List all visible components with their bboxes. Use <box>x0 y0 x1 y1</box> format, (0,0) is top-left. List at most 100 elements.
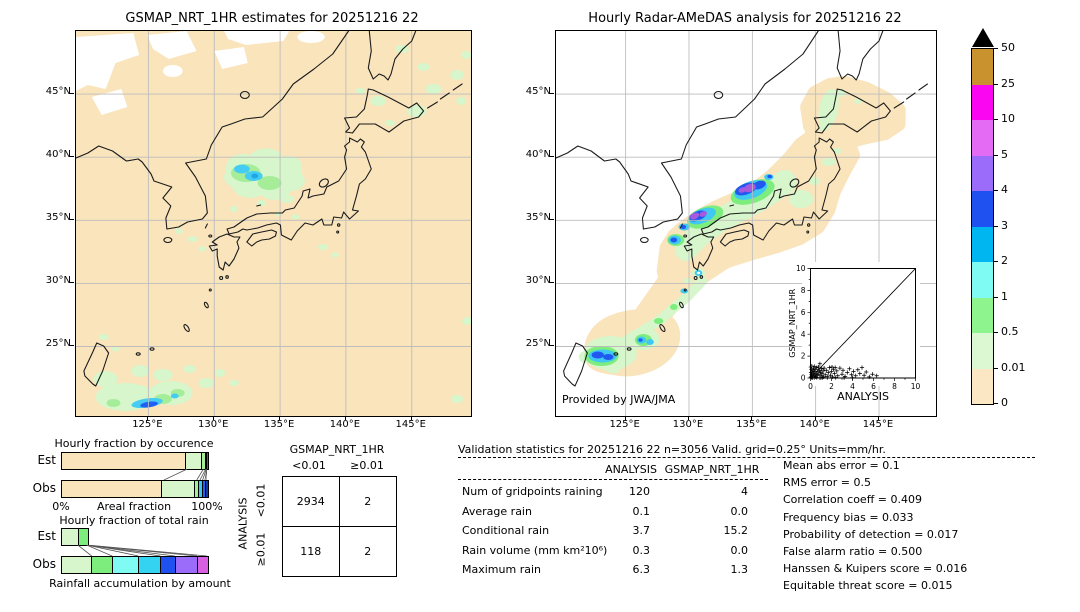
map-credit: Provided by JWA/JMA <box>562 393 676 406</box>
stats-row-label: Num of gridpoints raining <box>462 485 603 498</box>
left-map-lon-label: 145°E <box>395 419 426 430</box>
bar-segment <box>62 529 79 545</box>
right-map-lon-tick <box>624 416 626 420</box>
contingency-col-title: GSMAP_NRT_1HR <box>289 443 385 456</box>
stats-row-analysis-value: 0.1 <box>632 504 651 518</box>
stats-row-gsmap-value: 0.0 <box>730 543 749 557</box>
occurrence-obs-bar <box>61 480 209 498</box>
stats-row-label: Rain volume (mm km²10⁶) <box>462 543 608 557</box>
bar-segment <box>206 453 208 469</box>
stats-table-row: Maximum rain 6.3 1.3 <box>458 563 770 579</box>
colorbar-tick <box>994 48 998 49</box>
inset-x-tick-label: 0 <box>808 382 813 391</box>
stats-col-analysis: ANALYSIS <box>605 463 657 476</box>
contingency-cell-01: 2 <box>339 477 396 527</box>
colorbar-tick <box>994 190 998 191</box>
right-map-precip-purple <box>690 183 756 220</box>
stats-row-gsmap-value: 0.0 <box>730 504 749 518</box>
occurrence-chart-title: Hourly fraction by occurence <box>54 437 214 450</box>
stats-header: Validation statistics for 20251216 22 n=… <box>458 443 886 456</box>
bar-segment <box>62 481 162 497</box>
bar-segment <box>62 453 185 469</box>
right-map-lat-tick <box>550 93 554 95</box>
bar-segment <box>204 453 207 469</box>
colorbar-tick-label: 1 <box>1001 289 1008 303</box>
left-map-lon-tick <box>279 416 281 420</box>
colorbar-tick <box>994 261 998 262</box>
right-map-lon-label: 145°E <box>862 419 894 430</box>
stats-row-label: Conditional rain <box>462 524 550 538</box>
colorbar-segment <box>972 297 993 333</box>
stats-table-row: Average rain 0.1 0.0 <box>458 505 770 521</box>
colorbar-segment <box>972 84 993 120</box>
right-map-lat-tick <box>550 345 554 347</box>
left-map-lon-label: 130°E <box>198 419 229 430</box>
bar-segment <box>205 481 208 497</box>
left-map-lon-tick <box>213 416 215 420</box>
right-map-title: Hourly Radar-AMeDAS analysis for 2025121… <box>588 11 902 26</box>
left-map-lon-tick <box>344 416 346 420</box>
left-map-lat-tick <box>70 345 74 347</box>
stats-row-analysis-value: 0.3 <box>632 543 651 557</box>
stats-score: RMS error = 0.5 <box>783 476 871 490</box>
colorbar-segment <box>972 226 993 262</box>
left-map-lat-label: 35°N <box>45 212 71 224</box>
colorbar-tick <box>994 119 998 120</box>
colorbar-tick-label: 50 <box>1001 41 1015 54</box>
colorbar-tick <box>994 225 998 227</box>
bar-segment <box>91 557 113 573</box>
left-map <box>75 30 472 417</box>
contingency-col-label-0: <0.01 <box>292 459 326 472</box>
left-map-lat-label: 25°N <box>45 338 71 350</box>
stats-row-gsmap-value: 4 <box>741 485 748 498</box>
colorbar-tick-label: 4 <box>1001 183 1008 196</box>
bar-segment <box>175 557 198 573</box>
left-map-lat-label: 40°N <box>45 149 71 161</box>
left-map-svg <box>75 30 472 417</box>
left-map-lon-label: 125°E <box>132 419 163 430</box>
stats-row-analysis-value: 120 <box>629 485 650 498</box>
colorbar-segment <box>972 155 993 191</box>
inset-x-tick-label: 2 <box>829 382 834 391</box>
bar-segment <box>112 557 139 573</box>
colorbar-tick-label: 5 <box>1001 147 1008 161</box>
occurrence-x-left: 0% <box>52 500 70 513</box>
stats-score: Correlation coeff = 0.409 <box>783 493 922 507</box>
bar-segment <box>184 453 202 469</box>
colorbar-segment <box>972 120 993 156</box>
bar-segment <box>161 481 195 497</box>
right-map-lon-tick <box>878 416 879 420</box>
inset-x-tick-label: 4 <box>850 382 855 391</box>
inset-scatter-plot: 00 2 2 4 4 6 6 8 8 10 10 ANALYSIS GSMAP_NRT_1HR <box>788 262 920 403</box>
right-map-lat-tick <box>550 282 554 284</box>
bar-segment <box>78 529 88 545</box>
stats-table-row: Conditional rain 3.7 15.2 <box>458 524 770 540</box>
stats-row-analysis-value: 3.7 <box>632 524 651 538</box>
right-map-lat-label: 35°N <box>525 212 551 224</box>
stats-score: Probability of detection = 0.017 <box>783 527 959 541</box>
stats-divider-top <box>458 457 1035 458</box>
inset-diagonal <box>810 268 916 379</box>
occurrence-x-label: Areal fraction <box>96 500 172 513</box>
colorbar-segment <box>972 368 993 404</box>
stats-row-gsmap-value: 15.2 <box>723 524 749 538</box>
right-map-lat-tick <box>550 219 554 221</box>
colorbar-tick-label: 0 <box>1001 396 1008 409</box>
contingency-row-label-1: ≥0.01 <box>254 532 268 567</box>
bar-segment <box>138 557 161 573</box>
colorbar-tick-label: 0.01 <box>1001 360 1026 374</box>
right-map-lon-tick <box>688 416 689 420</box>
totalrain-obs-bar <box>61 556 209 574</box>
contingency-grid: 2934 2 118 2 <box>282 476 397 577</box>
stats-score: Equitable threat score = 0.015 <box>783 579 953 593</box>
right-map-lon-tick <box>751 416 753 420</box>
small-ring <box>696 271 701 275</box>
right-map-lat-label: 30°N <box>525 275 551 287</box>
left-map-title: GSMAP_NRT_1HR estimates for 20251216 22 <box>125 11 419 26</box>
right-map-lon-label: 130°E <box>672 419 704 430</box>
bar-segment <box>160 557 176 573</box>
right-map-lon-label: 125°E <box>609 419 640 430</box>
right-map-lon-tick <box>814 416 816 420</box>
inset-x-tick-label: 8 <box>892 382 897 391</box>
